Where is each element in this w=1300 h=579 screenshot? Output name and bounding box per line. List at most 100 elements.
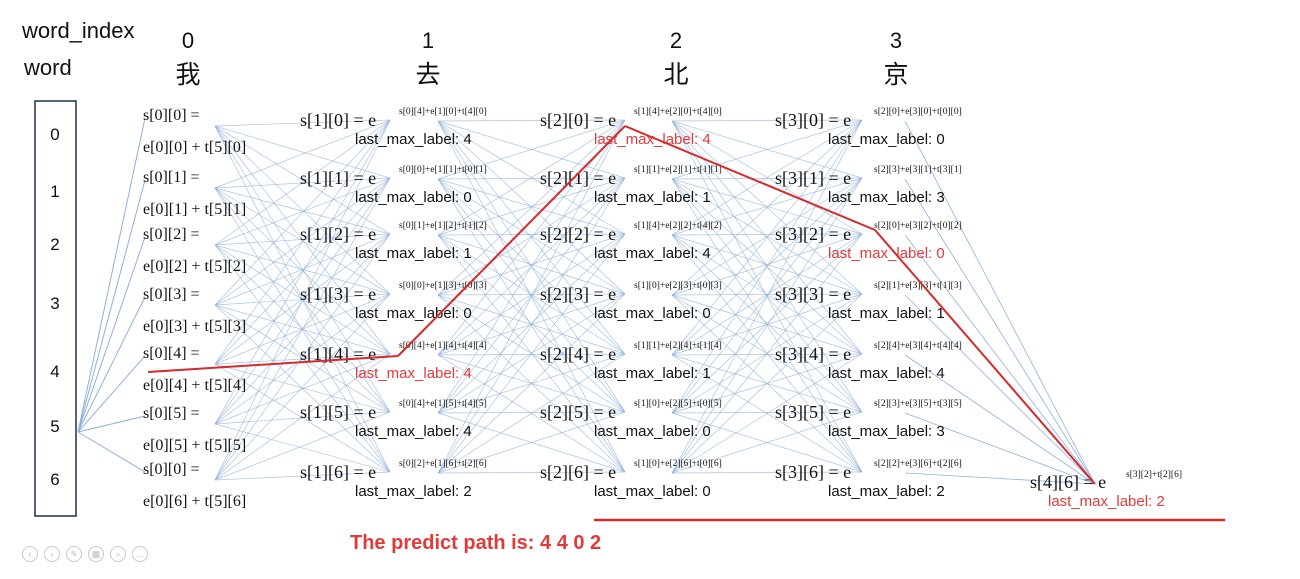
cell-exponent: s[2][0]+e[3][2]+t[0][2] [874,221,962,231]
edge [214,119,391,481]
word-index-1: 1 [422,28,434,53]
cell-formula: s[1][1] = e [300,168,376,188]
edge [671,293,863,474]
edge [214,293,391,425]
edge [671,119,863,356]
edge [214,187,391,235]
edge [671,119,863,236]
edge [437,177,626,236]
final-last-max-label: last_max_label: 2 [1048,493,1165,510]
cell-exponent: s[0][2]+e[1][6]+t[2][6] [399,459,487,469]
edge [214,363,391,413]
grid-icon[interactable]: ▦ [88,546,104,562]
cell-formula: s[2][4] = e [540,344,616,364]
cell-exponent: s[0][4]+e[1][4]+t[4][4] [399,341,487,351]
next-icon[interactable]: › [44,546,60,562]
word-index-header: word_index [21,18,135,43]
last-max-label: last_max_label: 4 [355,365,472,382]
cell-formula: s[1][3] = e [300,284,376,304]
edge-start [77,431,146,473]
last-max-label: last_max_label: 4 [594,131,711,148]
edge-start [77,236,146,433]
edge [437,233,626,474]
cell-formula: s[3][0] = e [775,110,851,130]
col0-cell-bottom: e[0][5] + t[5][5] [143,437,246,454]
cell-formula: s[3][1] = e [775,168,851,188]
pen-icon[interactable]: ✎ [66,546,82,562]
edge [671,177,863,296]
word-index-3: 3 [890,28,902,53]
col0-cell-bottom: e[0][3] + t[5][3] [143,318,246,335]
cell-exponent: s[2][1]+e[3][3]+t[1][3] [874,281,962,291]
edge [214,187,391,473]
prev-icon[interactable]: ‹ [22,546,38,562]
cell-exponent: s[0][1]+e[1][2]+t[1][2] [399,221,487,231]
zoom-icon[interactable]: ⌕ [110,546,126,562]
edge [671,353,863,474]
edge [214,119,391,189]
col0-cell-top: s[0][0] = [143,461,200,478]
edge [214,411,391,425]
edge-final [904,354,1096,485]
cell-exponent: s[1][1]+e[2][4]+t[1][4] [634,341,722,351]
label-4: 4 [50,362,59,381]
edge [671,411,863,414]
edge [437,353,626,356]
edge [214,293,391,481]
word-char-2: 北 [663,62,688,89]
predict-path-text: The predict path is: 4 4 0 2 [350,532,601,554]
predicted-path: The predict path is: 4 4 0 2 [147,125,1225,554]
label-6: 6 [50,470,59,489]
cell-exponent: s[2][4]+e[3][4]+t[4][4] [874,341,962,351]
col0-cell-bottom: e[0][1] + t[5][1] [143,201,246,218]
label-5: 5 [50,417,59,436]
edge [214,233,391,481]
cell-exponent: s[0][0]+e[1][3]+t[0][3] [399,281,487,291]
edge [214,353,391,425]
edge [671,119,863,474]
last-max-label: last_max_label: 0 [594,483,711,500]
edge [214,125,391,179]
final-formula: s[4][6] = e [1030,472,1106,492]
edge [671,119,863,122]
edge-final [904,412,1096,485]
edge [214,125,391,413]
edge [671,471,863,474]
transition-edges [77,117,1096,485]
last-max-label: last_max_label: 2 [355,483,472,500]
edge [214,411,391,481]
edge [671,177,863,414]
edge [437,119,626,296]
col0-cell-bottom: e[0][0] + t[5][0] [143,139,246,156]
cell-exponent: s[0][4]+e[1][5]+t[4][5] [399,399,487,409]
edge [671,233,863,236]
edge [214,353,391,481]
edge [671,119,863,414]
last-max-label: last_max_label: 2 [828,483,945,500]
cell-exponent: s[1][0]+e[2][3]+t[0][3] [634,281,722,291]
col0-cell-top: s[0][1] = [143,169,200,186]
more-icon[interactable]: … [132,546,148,562]
path-segment [874,229,1096,485]
label-0: 0 [50,125,59,144]
col0-cell-top: s[0][5] = [143,405,200,422]
last-max-label: last_max_label: 0 [355,189,472,206]
cell-exponent: s[1][4]+e[2][2]+t[4][2] [634,221,722,231]
edge [437,177,626,414]
last-max-label: last_max_label: 3 [828,189,945,206]
edge [437,119,626,180]
cell-exponent: s[2][0]+e[3][0]+t[0][0] [874,107,962,117]
last-max-label: last_max_label: 4 [355,423,472,440]
edge [214,125,391,235]
edge [671,177,863,236]
word-index-2: 2 [670,28,682,53]
edge [214,119,391,306]
edge [214,233,391,246]
last-max-label: last_max_label: 4 [828,365,945,382]
cell-formula: s[1][2] = e [300,224,376,244]
cell-exponent: s[1][0]+e[2][6]+t[0][6] [634,459,722,469]
edge [214,119,391,246]
edge [437,177,626,474]
edge [671,233,863,296]
